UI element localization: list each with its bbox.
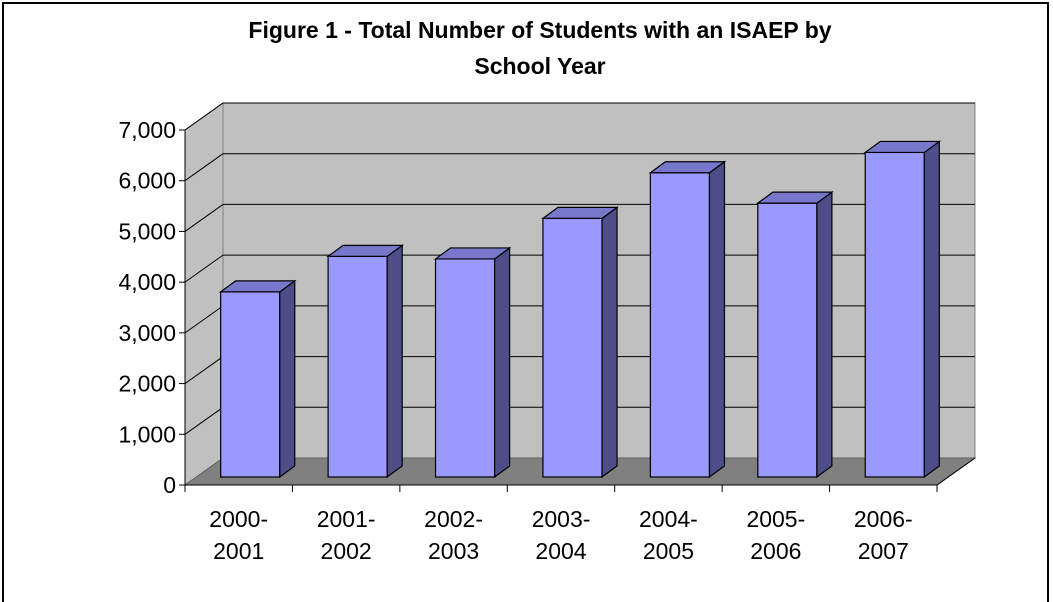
- bar-side: [816, 190, 833, 479]
- bar-top: [218, 280, 297, 293]
- x-tick-label: 2005: [643, 538, 694, 564]
- gridline-side: [184, 153, 224, 182]
- x-tick-label: 2007: [858, 538, 909, 564]
- gridline-side: [184, 356, 224, 384]
- bar-2005-2006: [755, 190, 834, 479]
- chart-title-line-1: Figure 1 - Total Number of Students with…: [248, 17, 832, 43]
- bar-top: [326, 244, 405, 257]
- y-tick-label: 3,000: [118, 320, 176, 346]
- gridline-side: [184, 254, 224, 283]
- bar-top: [648, 161, 727, 174]
- x-tick-label: 2006: [750, 538, 801, 564]
- bar-2004-2005: [648, 160, 727, 479]
- bar-front: [220, 291, 281, 478]
- y-tick-label: 2,000: [118, 371, 176, 397]
- bar-front: [757, 202, 818, 478]
- bar-top: [541, 206, 619, 219]
- y-tick-label: 5,000: [118, 218, 176, 244]
- bar-front: [542, 217, 603, 478]
- bar-2002-2003: [433, 246, 512, 479]
- x-tick-label: 2004-: [639, 506, 698, 532]
- x-tick-label: 2002-: [424, 506, 483, 532]
- y-tick-label: 7,000: [118, 117, 176, 143]
- bar-top: [433, 247, 512, 260]
- y-axis-ticks: 0 1,000 2,000 3,000 4,000 5,000 6,000 7,000: [118, 117, 185, 498]
- y-tick-label: 4,000: [118, 269, 176, 295]
- floor-edge-right: [936, 457, 976, 486]
- bar-2001-2002: [326, 244, 405, 479]
- bar-side: [923, 140, 940, 479]
- bar-2003-2004: [541, 206, 619, 479]
- x-tick-label: 2002: [321, 538, 372, 564]
- x-tick-label: 2001-: [317, 506, 376, 532]
- x-tick-label: 2001: [213, 538, 264, 564]
- bar-front: [327, 255, 388, 478]
- gridline-side: [184, 102, 224, 131]
- y-tick-label: 6,000: [118, 168, 176, 194]
- bar-side: [386, 244, 403, 479]
- x-tick-label: 2003-: [532, 506, 591, 532]
- chart-title: Figure 1 - Total Number of Students with…: [120, 12, 960, 84]
- x-tick-label: 2004: [535, 538, 586, 564]
- bar-2000-2001: [218, 279, 297, 479]
- bar-side: [601, 206, 618, 479]
- bar-front: [649, 172, 711, 478]
- gridline-side: [184, 305, 224, 334]
- x-axis-ticks: 2000- 2001 2001- 2002 2002- 2003 2003- 2004 2004…: [184, 485, 938, 564]
- bar-side: [494, 246, 511, 479]
- chart-title-line-2: School Year: [474, 53, 606, 79]
- bar-front: [434, 258, 496, 478]
- bar-top: [755, 191, 834, 204]
- x-tick-label: 2000-: [209, 506, 268, 532]
- y-tick-label: 1,000: [118, 421, 176, 447]
- bar-front: [864, 151, 925, 478]
- y-tick-label: 0: [163, 472, 176, 498]
- bar-top: [863, 140, 942, 154]
- bars: [218, 140, 942, 479]
- x-tick-label: 2005-: [746, 506, 805, 532]
- x-tick-label: 2006-: [854, 506, 913, 532]
- x-tick-label: 2003: [428, 538, 479, 564]
- bar-side: [279, 279, 296, 479]
- gridline-side: [184, 204, 224, 232]
- side-wall: [184, 102, 224, 486]
- axes: [184, 130, 976, 486]
- bar-2006-2007: [863, 140, 942, 479]
- bar-side: [708, 160, 726, 479]
- gridline-side: [184, 406, 224, 435]
